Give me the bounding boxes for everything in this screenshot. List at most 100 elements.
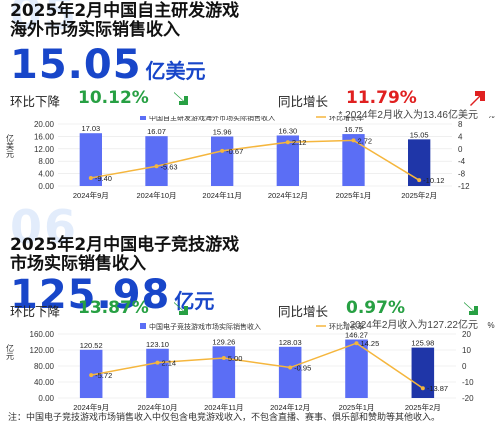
chart-esports-revenue: 亿元% 160.00 120.00 80.00 40.00 0.00 20 10 0 -10 -20…: [6, 322, 495, 412]
x-tick-label: 2024年9月: [73, 402, 109, 412]
footnote: 注：中国电子竞技游戏市场销售收入中仅包含电竞游戏收入，不包含直播、赛事、俱乐部和…: [8, 412, 441, 422]
growth-value-label: -0.67: [226, 147, 243, 156]
section-title-line1: 2025年2月中国自主研发游戏: [10, 1, 240, 21]
yoy-note: * 2024年2月收入为127.22亿元: [342, 320, 478, 331]
growth-point: [420, 386, 425, 391]
y2-tick-label: 10: [462, 346, 471, 355]
y-tick-label: 16.00: [34, 132, 55, 141]
growth-point: [417, 178, 422, 183]
growth-point: [285, 140, 290, 145]
y2-tick-label: 0: [462, 362, 467, 371]
stat-row: 环比下降 10.12% 同比增长 11.79%: [10, 88, 490, 109]
y-tick-label: 0.00: [38, 394, 54, 403]
y2-axis-label: %: [487, 116, 494, 120]
growth-value-label: 2.12: [292, 138, 307, 147]
growth-value-label: -0.95: [294, 364, 311, 373]
arrow-down-icon: [174, 302, 188, 315]
section-number: 05: [10, 0, 79, 40]
hero-number: 125.98: [10, 272, 171, 318]
y-tick-label: 4.00: [38, 170, 54, 179]
y-tick-label: 40.00: [34, 378, 55, 387]
section-06: 06 2025年2月中国电子竞技游戏 市场实际销售收入 125.98 亿元 环比下…: [0, 200, 500, 440]
bar-value-label: 17.03: [81, 124, 100, 133]
legend-bar-swatch: [140, 323, 146, 329]
x-tick-label: 2024年12月: [268, 190, 308, 200]
legend-line-label: 环比增长率: [329, 116, 364, 122]
x-tick-label: 2025年1月: [339, 402, 375, 412]
section-title-line2: 海外市场实际销售收入: [10, 20, 180, 40]
growth-point: [88, 175, 93, 180]
x-tick-label: 2024年12月: [270, 402, 310, 412]
bar-value-label: 125.98: [411, 339, 434, 348]
bar: [345, 339, 368, 398]
growth-point: [155, 360, 160, 365]
bar: [276, 135, 299, 186]
bar: [342, 134, 365, 186]
y2-tick-label: 4: [458, 132, 463, 141]
yoy-label: 同比增长: [278, 95, 329, 109]
section-05: 05 2025年2月中国自主研发游戏 海外市场实际销售收入 15.05 亿美元 环…: [0, 0, 500, 212]
y-tick-label: 80.00: [34, 362, 55, 371]
bar-value-label: 123.10: [146, 340, 169, 349]
chart-overseas-revenue: 亿美元% 20.00 16.00 12.00 8.00 4.00 0.00 8 4 0 -4 -8 -1…: [6, 116, 495, 200]
stat-row: 环比下降 13.87% 同比增长 0.97%: [10, 298, 490, 319]
y-tick-label: 0.00: [38, 182, 54, 191]
bar: [146, 348, 169, 398]
growth-value-label: -5.72: [95, 371, 112, 380]
growth-value-label: 5.00: [228, 354, 243, 363]
y-axis-label: 亿元: [6, 343, 15, 361]
x-tick-label: 2025年2月: [401, 190, 437, 200]
growth-value-label: -13.87: [427, 384, 448, 393]
growth-value-label: 2.14: [162, 359, 177, 368]
hero-number: 15.05: [10, 42, 142, 88]
arrow-down-icon: [174, 92, 188, 105]
bar-value-label: 146.27: [345, 330, 368, 339]
yoy-label: 同比增长: [278, 305, 329, 319]
yoy-note: * 2024年2月收入为13.46亿美元: [338, 110, 478, 121]
mom-label: 环比下降: [10, 305, 61, 319]
bar: [211, 136, 234, 186]
y2-tick-label: -10: [462, 378, 474, 387]
y2-tick-label: -4: [458, 157, 466, 166]
x-tick-label: 2024年10月: [137, 402, 177, 412]
hero-unit: 亿美元: [145, 59, 206, 83]
y2-axis-label: %: [487, 322, 494, 330]
section-title-line1: 2025年2月中国电子竞技游戏: [10, 235, 240, 255]
bar-value-label: 15.96: [213, 128, 232, 137]
legend-bar-swatch: [140, 116, 146, 120]
growth-line: [90, 139, 420, 181]
y2-tick-label: 20: [462, 330, 471, 339]
growth-point: [89, 373, 94, 378]
bar: [278, 346, 302, 398]
bar-value-label: 16.30: [278, 126, 297, 135]
mom-value: 10.12%: [78, 88, 149, 108]
x-tick-label: 2024年11月: [204, 402, 243, 412]
arrow-down-icon: [464, 302, 478, 315]
hero-value: 15.05 亿美元: [10, 42, 206, 88]
y-axis-label: 亿美元: [6, 133, 15, 159]
growth-value-label: -9.40: [95, 174, 112, 183]
growth-point: [154, 164, 159, 169]
bar-value-label: 15.05: [410, 130, 429, 139]
x-tick-label: 2024年9月: [73, 190, 109, 200]
mom-value: 13.87%: [78, 298, 149, 318]
legend-line-label: 环比增长率: [329, 322, 364, 331]
bar-value-label: 128.03: [279, 338, 302, 347]
y2-tick-label: 8: [458, 120, 463, 129]
growth-value-label: -5.63: [161, 162, 178, 171]
legend-bar-label: 中国电子竞技游戏市场实际销售收入: [149, 322, 261, 331]
yoy-value: 11.79%: [346, 88, 417, 108]
bar-value-label: 16.07: [147, 127, 166, 136]
y2-tick-label: 0: [458, 145, 463, 154]
x-tick-label: 2024年10月: [136, 190, 176, 200]
x-tick-label: 2024年11月: [202, 190, 241, 200]
y2-tick-label: -8: [458, 170, 466, 179]
growth-point: [221, 356, 226, 360]
bar: [411, 347, 435, 398]
growth-point: [288, 365, 293, 370]
bar-value-label: 129.26: [212, 337, 235, 346]
growth-line: [91, 342, 424, 389]
growth-value-label: 14.25: [361, 339, 380, 348]
y-tick-label: 12.00: [34, 145, 55, 154]
y2-tick-label: -12: [458, 182, 470, 191]
